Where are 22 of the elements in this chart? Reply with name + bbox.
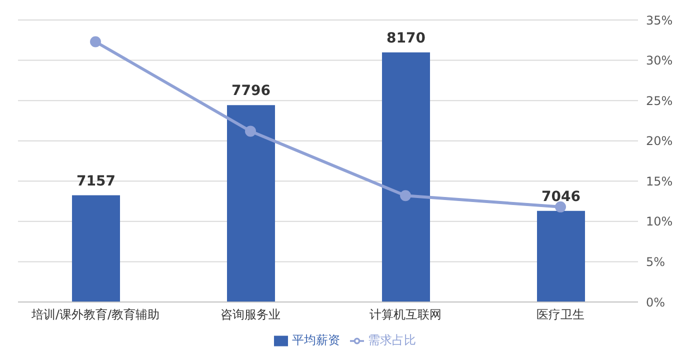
- x-tick-label: 医疗卫生: [536, 308, 584, 322]
- point: [400, 190, 411, 202]
- legend-label: 平均薪资: [292, 333, 340, 347]
- x-tick-label: 计算机互联网: [370, 308, 442, 322]
- y2-tick-label: 25%: [646, 94, 673, 108]
- point: [245, 126, 256, 137]
- point: [555, 201, 566, 212]
- x-tick-label: 培训/课外教育/教育辅助: [30, 308, 160, 322]
- y2-tick-label: 0%: [646, 295, 666, 310]
- y2-tick-label: 20%: [646, 134, 673, 148]
- y2-tick-label: 5%: [646, 254, 666, 269]
- data-label: 7157: [76, 173, 116, 190]
- data-label: 7796: [232, 83, 270, 100]
- data-label: 8170: [386, 30, 426, 46]
- point: [90, 36, 101, 48]
- data-label: 7046: [542, 188, 580, 205]
- y2-tick-label: 30%: [646, 54, 673, 68]
- y2-tick-label: 15%: [646, 174, 673, 188]
- legend-label: 需求占比: [368, 333, 416, 347]
- x-tick-label: 咨询服务业: [220, 308, 280, 322]
- y2-tick-label: 35%: [646, 13, 673, 28]
- y2-tick-label: 10%: [646, 214, 673, 229]
